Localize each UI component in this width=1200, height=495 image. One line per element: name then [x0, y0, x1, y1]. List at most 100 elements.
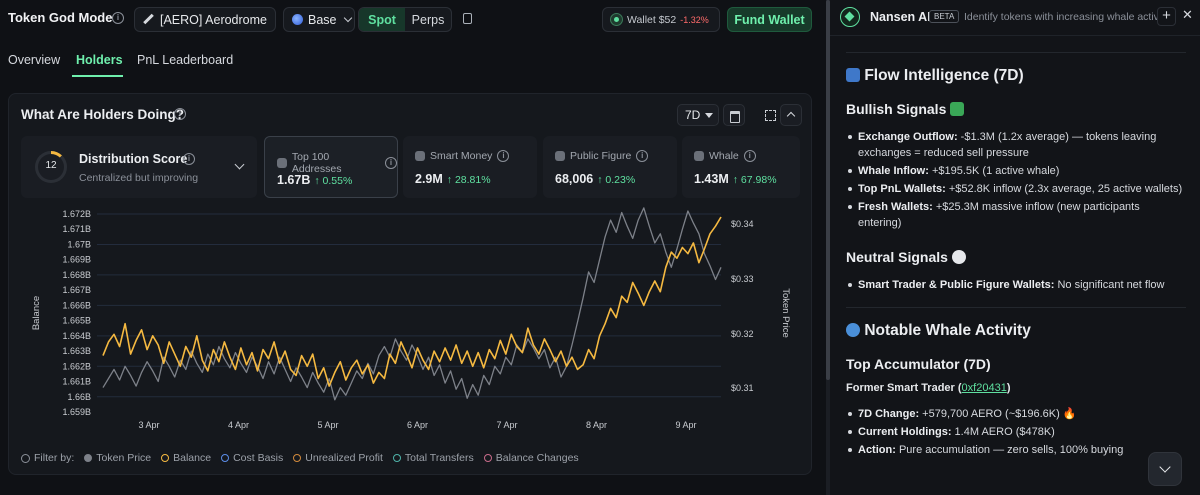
new-chat-button[interactable]: +: [1157, 7, 1176, 26]
info-icon[interactable]: i: [743, 150, 756, 162]
y-tick-label: 1.668B: [62, 270, 91, 280]
white-circle-emoji-icon: [951, 250, 966, 264]
close-icon[interactable]: ✕: [1182, 7, 1193, 22]
y-tick-label: 1.671B: [62, 224, 91, 234]
chevron-down-icon[interactable]: [234, 159, 245, 170]
item-value: +579,700 AERO (~$196.6K) 🔥: [919, 408, 1077, 420]
token-god-mode-app: Token God Mode i [AERO] Aerodrome Base S…: [0, 0, 826, 495]
y2-tick-label: $0.34: [731, 219, 754, 229]
fund-wallet-button[interactable]: Fund Wallet: [727, 7, 812, 32]
stat-value-wrap: 2.9M ↑ 28.81%: [415, 172, 491, 186]
whale-emoji-icon: [846, 323, 860, 337]
info-icon[interactable]: i: [183, 153, 195, 165]
token-selector[interactable]: [AERO] Aerodrome: [134, 7, 276, 32]
list-item: Action: Pure accumulation — zero sells, …: [846, 442, 1186, 458]
y-tick-label: 1.669B: [62, 255, 91, 265]
y-tick-label: 1.665B: [62, 316, 91, 326]
wallet-label: Wallet $52: [627, 13, 677, 26]
bullish-list: Exchange Outflow: -$1.3M (1.2x average) …: [846, 129, 1186, 231]
stat-card-whale[interactable]: Whale i 1.43M ↑ 67.98%: [682, 136, 800, 198]
balance-series-line: [102, 216, 722, 387]
tab-holders[interactable]: Holders: [76, 53, 123, 67]
x-tick-label: 5 Apr: [317, 420, 338, 430]
tab-overview[interactable]: Overview: [8, 53, 61, 67]
legend-item-cost-basis[interactable]: Cost Basis: [221, 452, 283, 464]
stat-change: ↑ 67.98%: [732, 174, 777, 186]
item-key: Smart Trader & Public Figure Wallets:: [858, 279, 1055, 291]
item-value: +$52.8K inflow (2.3x average, 25 active …: [945, 183, 1183, 195]
stat-card-public-figure[interactable]: Public Figure i 68,006 ↑ 0.23%: [543, 136, 677, 198]
legend-item-balance-changes[interactable]: Balance Changes: [483, 452, 579, 464]
legend-item-token-price[interactable]: Token Price: [84, 452, 151, 464]
legend-label: Token Price: [96, 452, 152, 464]
whale-title: Notable Whale Activity: [864, 322, 1031, 339]
stat-label-wrap: Top 100 Addresses i: [277, 151, 397, 175]
timeframe-select[interactable]: 7D: [677, 104, 719, 126]
holders-panel: What Are Holders Doing? i 7D 12 Distribu…: [8, 93, 812, 475]
former-label: Former Smart Trader (: [846, 382, 962, 394]
stat-label: Top 100 Addresses: [291, 151, 342, 175]
stat-value-wrap: 1.67B ↑ 0.55%: [277, 173, 352, 187]
y2-tick-label: $0.31: [731, 383, 754, 393]
legend-item-total-transfers[interactable]: Total Transfers: [392, 452, 474, 464]
distribution-subtitle: Centralized but improving: [79, 172, 199, 184]
item-value: 1.4M AERO ($478K): [951, 426, 1055, 438]
spot-button[interactable]: Spot: [359, 8, 405, 31]
whale-icon: [694, 151, 704, 161]
wallet-address-link[interactable]: 0xf20431: [961, 382, 1007, 394]
stat-card-smart-money[interactable]: Smart Money i 2.9M ↑ 28.81%: [403, 136, 537, 198]
flow-title: Flow Intelligence (7D): [864, 67, 1024, 84]
wallet-balance[interactable]: Wallet $52 -1.32%: [602, 7, 720, 32]
stat-card-top-100[interactable]: Top 100 Addresses i 1.67B ↑ 0.55%: [264, 136, 398, 198]
info-icon[interactable]: i: [174, 108, 186, 120]
top-addresses-icon: [277, 158, 287, 168]
neutral-heading: Neutral Signals: [846, 249, 1186, 265]
legend-item-balance[interactable]: Balance: [161, 452, 211, 464]
info-icon[interactable]: i: [636, 150, 649, 162]
y-tick-label: 1.663B: [62, 346, 91, 356]
holders-chart[interactable]: 1.672B 1.671B 1.67B 1.669B 1.668B 1.667B 1.666…: [9, 204, 811, 444]
wallet-change: -1.32%: [680, 14, 709, 25]
perps-button[interactable]: Perps: [411, 12, 445, 27]
stat-value: 68,006: [555, 172, 594, 186]
expand-icon[interactable]: [759, 104, 781, 126]
info-icon[interactable]: i: [497, 150, 510, 162]
assistant-header: Nansen AI BETA Identify tokens with incr…: [830, 0, 1200, 36]
app-title: Token God Mode: [8, 10, 113, 25]
legend-item-unrealized-profit[interactable]: Unrealized Profit: [293, 452, 383, 464]
former-end: ): [1006, 382, 1011, 394]
score-ring: [35, 151, 67, 183]
assistant-panel: Nansen AI BETA Identify tokens with incr…: [830, 0, 1200, 495]
info-icon[interactable]: i: [385, 157, 397, 169]
stat-label-wrap: Whale i: [694, 150, 756, 162]
scroll-down-button[interactable]: [1148, 452, 1182, 486]
collapse-button[interactable]: [780, 104, 802, 126]
panel-title: What Are Holders Doing?: [21, 107, 185, 122]
tab-pnl-leaderboard[interactable]: PnL Leaderboard: [137, 53, 234, 67]
y-tick-label: 1.659B: [62, 407, 91, 417]
y-tick-label: 1.662B: [62, 361, 91, 371]
copy-icon[interactable]: [463, 13, 472, 24]
calendar-button[interactable]: [723, 104, 745, 126]
legend-filter-label: Filter by:: [34, 452, 75, 464]
distribution-score-card[interactable]: 12 Distribution Score i Centralized but …: [21, 136, 257, 198]
list-item: Whale Inflow: +$195.5K (1 active whale): [846, 163, 1186, 179]
score-value: 12: [45, 160, 57, 171]
item-key: Exchange Outflow:: [858, 131, 958, 143]
neutral-list: Smart Trader & Public Figure Wallets: No…: [846, 277, 1186, 293]
filter-icon: [21, 453, 30, 463]
chain-label: Base: [308, 12, 337, 27]
stat-change: ↑ 0.23%: [597, 174, 636, 186]
stat-value: 2.9M: [415, 172, 443, 186]
stat-change: ↑ 0.55%: [314, 175, 353, 187]
chain-selector[interactable]: Base: [283, 7, 355, 32]
item-value: +$195.5K (1 active whale): [928, 165, 1060, 177]
item-key: Whale Inflow:: [858, 165, 929, 177]
distribution-title: Distribution Score: [79, 152, 188, 166]
item-key: Current Holdings:: [858, 426, 952, 438]
scrollbar-thumb[interactable]: [826, 0, 830, 380]
legend-label: Balance: [173, 452, 212, 464]
chevron-down-icon: [343, 13, 352, 23]
list-item: Current Holdings: 1.4M AERO ($478K): [846, 424, 1186, 440]
info-icon[interactable]: i: [112, 12, 124, 24]
